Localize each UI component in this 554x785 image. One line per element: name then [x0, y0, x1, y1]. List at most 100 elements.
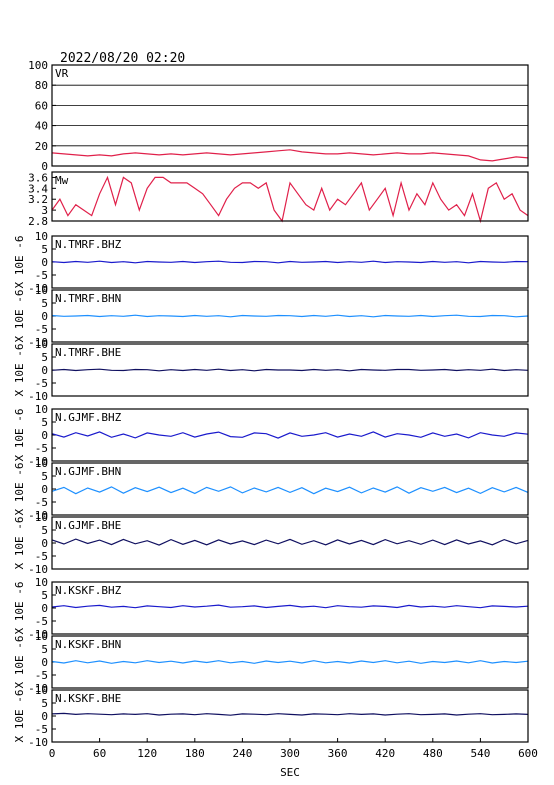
y-tick-label: 3 — [41, 204, 48, 217]
x-tick-label: 600 — [518, 747, 538, 760]
data-line — [51, 486, 529, 495]
y-tick-label: 5 — [41, 589, 48, 602]
y-tick-label: 0 — [41, 160, 48, 173]
y-tick-label: 10 — [35, 684, 48, 697]
y-tick-label: -10 — [28, 736, 48, 749]
data-line — [51, 538, 529, 546]
y-tick-label: 5 — [41, 351, 48, 364]
panel-label: N.TMRF.BHE — [55, 346, 121, 359]
y-axis-label: X 10E -6 — [13, 463, 26, 516]
panel-label: VR — [55, 67, 69, 80]
y-tick-label: 5 — [41, 243, 48, 256]
x-tick-label: 120 — [137, 747, 157, 760]
panel-label: N.GJMF.BHZ — [55, 411, 122, 424]
data-line — [51, 149, 529, 162]
data-line — [51, 314, 529, 318]
y-tick-label: -10 — [28, 628, 48, 641]
y-tick-label: 0 — [41, 310, 48, 323]
x-axis-label: SEC — [280, 766, 300, 779]
y-tick-label: 0 — [41, 364, 48, 377]
x-tick-label: 540 — [470, 747, 490, 760]
panel-frame — [51, 408, 529, 462]
y-axis-label: X 10E -6 — [13, 236, 26, 289]
y-tick-label: 0 — [41, 483, 48, 496]
panel-label: Mw — [55, 174, 69, 187]
data-line — [51, 660, 529, 664]
x-tick-label: 60 — [93, 747, 106, 760]
panel-frame — [51, 64, 529, 167]
x-tick-label: 300 — [280, 747, 300, 760]
y-tick-label: -5 — [35, 550, 48, 563]
x-tick-label: 0 — [49, 747, 56, 760]
panel-frame — [51, 343, 529, 397]
panel-label: N.TMRF.BHZ — [55, 238, 122, 251]
y-tick-label: 10 — [35, 284, 48, 297]
y-tick-label: -5 — [35, 377, 48, 390]
y-tick-label: 60 — [35, 99, 48, 112]
y-axis-label: X 10E -6 — [13, 582, 26, 635]
data-line — [51, 175, 529, 224]
y-tick-label: 5 — [41, 643, 48, 656]
panel-label: N.KSKF.BHN — [55, 638, 121, 651]
panel-frame — [51, 289, 529, 343]
y-tick-label: 80 — [35, 79, 48, 92]
panel-frame — [51, 462, 529, 516]
y-tick-label: 3.2 — [28, 193, 48, 206]
y-tick-label: 5 — [41, 697, 48, 710]
x-tick-label: 480 — [423, 747, 443, 760]
x-tick-label: 360 — [328, 747, 348, 760]
y-tick-label: -5 — [35, 442, 48, 455]
y-tick-label: -10 — [28, 336, 48, 349]
y-tick-label: 3.4 — [28, 182, 48, 195]
y-tick-label: 5 — [41, 470, 48, 483]
y-tick-label: -5 — [35, 669, 48, 682]
y-tick-label: 0 — [41, 256, 48, 269]
panel-frame — [51, 235, 529, 289]
y-tick-label: -5 — [35, 323, 48, 336]
y-tick-label: -10 — [28, 509, 48, 522]
y-tick-label: -5 — [35, 723, 48, 736]
panel-label: N.KSKF.BHZ — [55, 584, 122, 597]
y-axis-label: X 10E -6 — [13, 690, 26, 743]
panel-label: N.GJMF.BHN — [55, 465, 121, 478]
data-line — [51, 368, 529, 372]
y-tick-label: 5 — [41, 297, 48, 310]
data-line — [51, 604, 529, 609]
data-line — [51, 260, 529, 264]
y-tick-label: -10 — [28, 455, 48, 468]
y-tick-label: 0 — [41, 710, 48, 723]
y-axis-label: X 10E -6 — [13, 344, 26, 397]
y-axis-label: X 10E -6 — [13, 409, 26, 462]
x-tick-label: 240 — [232, 747, 252, 760]
y-axis-label: X 10E -6 — [13, 517, 26, 570]
y-tick-label: -5 — [35, 269, 48, 282]
y-tick-label: 10 — [35, 230, 48, 243]
panel-label: N.TMRF.BHN — [55, 292, 121, 305]
panel-frame — [51, 171, 529, 222]
y-tick-label: 10 — [35, 403, 48, 416]
panel-frame — [51, 516, 529, 570]
y-tick-label: -10 — [28, 682, 48, 695]
y-tick-label: 5 — [41, 416, 48, 429]
y-tick-label: 0 — [41, 537, 48, 550]
y-tick-label: 0 — [41, 656, 48, 669]
y-tick-label: -10 — [28, 563, 48, 576]
y-axis-label: X 10E -6 — [13, 290, 26, 343]
y-tick-label: -5 — [35, 496, 48, 509]
y-tick-label: 40 — [35, 120, 48, 133]
y-tick-label: 10 — [35, 576, 48, 589]
y-tick-label: 0 — [41, 429, 48, 442]
y-tick-label: -10 — [28, 390, 48, 403]
y-tick-label: 5 — [41, 524, 48, 537]
y-axis-label: X 10E -6 — [13, 636, 26, 689]
y-tick-label: 3.6 — [28, 171, 48, 184]
panel-label: N.GJMF.BHE — [55, 519, 121, 532]
chart-title: 2022/08/20 02:20 — [60, 51, 185, 66]
y-tick-label: 20 — [35, 140, 48, 153]
y-tick-label: -10 — [28, 282, 48, 295]
y-tick-label: -5 — [35, 615, 48, 628]
panel-frame — [51, 635, 529, 689]
y-tick-label: 10 — [35, 630, 48, 643]
